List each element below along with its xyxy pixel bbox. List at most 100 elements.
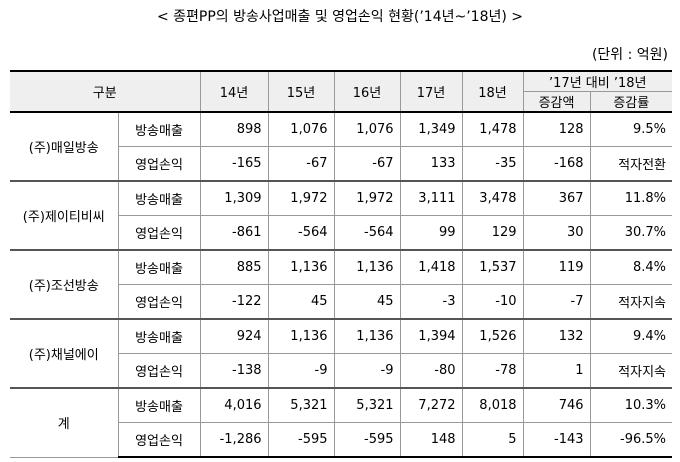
table-cell: 3,478 xyxy=(461,180,524,216)
table-row: (주)조선방송 방송매출 885 1,136 1,136 1,418 1,537 119 8.4… xyxy=(10,249,673,320)
table-cell: 1,526 xyxy=(461,318,524,354)
table-cell: -3 xyxy=(399,284,463,320)
table-cell: 1,537 xyxy=(461,249,524,285)
table-cell: 367 xyxy=(522,180,591,216)
table-cell: 119 xyxy=(522,249,591,285)
table-cell: 1,076 xyxy=(267,111,335,147)
table-cell: 9.5% xyxy=(589,111,673,147)
table-cell: 적자지속 xyxy=(589,353,673,389)
table-cell: 45 xyxy=(333,284,401,320)
table-cell: 30.7% xyxy=(589,215,673,251)
table-cell: 1,972 xyxy=(333,180,401,216)
data-table: 구분 14년 15년 16년 17년 18년 ’17년 대비 ’18년 증감액 증감률 (주)매… xyxy=(10,70,673,458)
table-cell: -122 xyxy=(199,284,269,320)
header-cell: ’17년 대비 ’18년 xyxy=(522,70,673,92)
table-cell: 1,136 xyxy=(333,249,401,285)
table-cell: -165 xyxy=(199,146,269,182)
table-cell: 746 xyxy=(522,387,591,423)
header-cell: 14년 xyxy=(199,70,269,113)
table-cell: 5,321 xyxy=(333,387,401,423)
table-cell: -1,286 xyxy=(199,422,269,458)
table-cell: 1 xyxy=(522,353,591,389)
table-cell: 898 xyxy=(199,111,269,147)
table-cell: -67 xyxy=(333,146,401,182)
header-row: 구분 14년 15년 16년 17년 18년 ’17년 대비 ’18년 xyxy=(10,70,673,113)
table-cell: 1,136 xyxy=(333,318,401,354)
table-cell: 1,394 xyxy=(399,318,463,354)
row-label: 영업손익 xyxy=(118,146,201,182)
table-cell: 8,018 xyxy=(461,387,524,423)
table-cell: -96.5% xyxy=(589,422,673,458)
table-row: (주)채널에이 방송매출 924 1,136 1,136 1,394 1,526 132 9.4… xyxy=(10,318,673,389)
table-cell: -67 xyxy=(267,146,335,182)
table-cell: -7 xyxy=(522,284,591,320)
table-cell: 적자전환 xyxy=(589,146,673,182)
table-cell: 133 xyxy=(399,146,463,182)
table-cell: 1,309 xyxy=(199,180,269,216)
group-name: (주)채널에이 xyxy=(10,318,119,389)
table-cell: 10.3% xyxy=(589,387,673,423)
header-cell: 증감액 xyxy=(523,91,591,113)
table-cell: 1,972 xyxy=(267,180,335,216)
header-cell: 16년 xyxy=(333,70,401,113)
table-cell: -595 xyxy=(267,422,335,458)
table-cell: 924 xyxy=(199,318,269,354)
group-name: (주)제이티비씨 xyxy=(10,180,119,251)
row-label: 영업손익 xyxy=(118,284,201,320)
table-cell: -564 xyxy=(333,215,401,251)
table-cell: 3,111 xyxy=(399,180,463,216)
table-cell: 30 xyxy=(522,215,591,251)
row-label: 방송매출 xyxy=(117,180,201,216)
table-cell: 8.4% xyxy=(589,249,673,285)
table-cell: 1,136 xyxy=(267,249,335,285)
header-cell: 15년 xyxy=(267,70,335,113)
table-cell: 45 xyxy=(267,284,335,320)
title: < 종편PP의 방송사업매출 및 영업손익 현황(’14년~’18년) > xyxy=(156,9,524,25)
table-cell: -9 xyxy=(267,353,335,389)
row-label: 방송매출 xyxy=(117,318,201,354)
table-row: (주)제이티비씨 방송매출 1,309 1,972 1,972 3,111 3,478 367… xyxy=(10,180,673,251)
table-cell: -595 xyxy=(333,422,401,458)
table-cell: -168 xyxy=(522,146,591,182)
table-cell: 885 xyxy=(199,249,269,285)
unit-note: (단위 : 억원) xyxy=(591,47,668,63)
table-row: 영업손익 -165 -67 -67 133 -35 -168 적자전환 xyxy=(10,146,673,182)
header-cell: 17년 xyxy=(399,70,463,113)
table-cell: 5 xyxy=(461,422,524,458)
row-label: 영업손익 xyxy=(118,353,201,389)
table-row: 영업손익 -138 -9 -9 -80 -78 1 적자지속 xyxy=(10,353,673,389)
row-label: 방송매출 xyxy=(117,249,201,285)
table-cell: -80 xyxy=(399,353,463,389)
table-cell: 1,349 xyxy=(399,111,463,147)
table-cell: 128 xyxy=(522,111,591,147)
header-row: 증감액 증감률 xyxy=(10,91,673,113)
table-cell: -138 xyxy=(199,353,269,389)
table-cell: 1,076 xyxy=(333,111,401,147)
table-row: (주)매일방송 방송매출 898 1,076 1,076 1,349 1,478 128 9.5… xyxy=(10,111,673,182)
group-name: (주)조선방송 xyxy=(10,249,119,320)
table-cell: 129 xyxy=(461,215,524,251)
table-cell: -10 xyxy=(461,284,524,320)
header-cell: 증감률 xyxy=(589,91,673,113)
header-cell: 18년 xyxy=(461,70,524,113)
row-label: 영업손익 xyxy=(118,422,201,458)
table-cell: 99 xyxy=(399,215,463,251)
table-cell: 7,272 xyxy=(399,387,463,423)
table-cell: 적자지속 xyxy=(589,284,673,320)
header-cell: 구분 xyxy=(10,70,201,113)
table-row: 영업손익 -1,286 -595 -595 148 5 -143 -96.5% xyxy=(10,422,673,458)
table-cell: -78 xyxy=(461,353,524,389)
table-cell: 9.4% xyxy=(589,318,673,354)
group-name: 계 xyxy=(10,387,119,458)
table-cell: 1,478 xyxy=(461,111,524,147)
table-cell: 4,016 xyxy=(199,387,269,423)
row-label: 영업손익 xyxy=(118,215,201,251)
table-cell: -9 xyxy=(333,353,401,389)
row-label: 방송매출 xyxy=(117,111,201,147)
table-cell: -861 xyxy=(199,215,269,251)
table-cell: -35 xyxy=(461,146,524,182)
table-cell: 148 xyxy=(399,422,463,458)
table-cell: 1,418 xyxy=(399,249,463,285)
table-cell: 132 xyxy=(522,318,591,354)
